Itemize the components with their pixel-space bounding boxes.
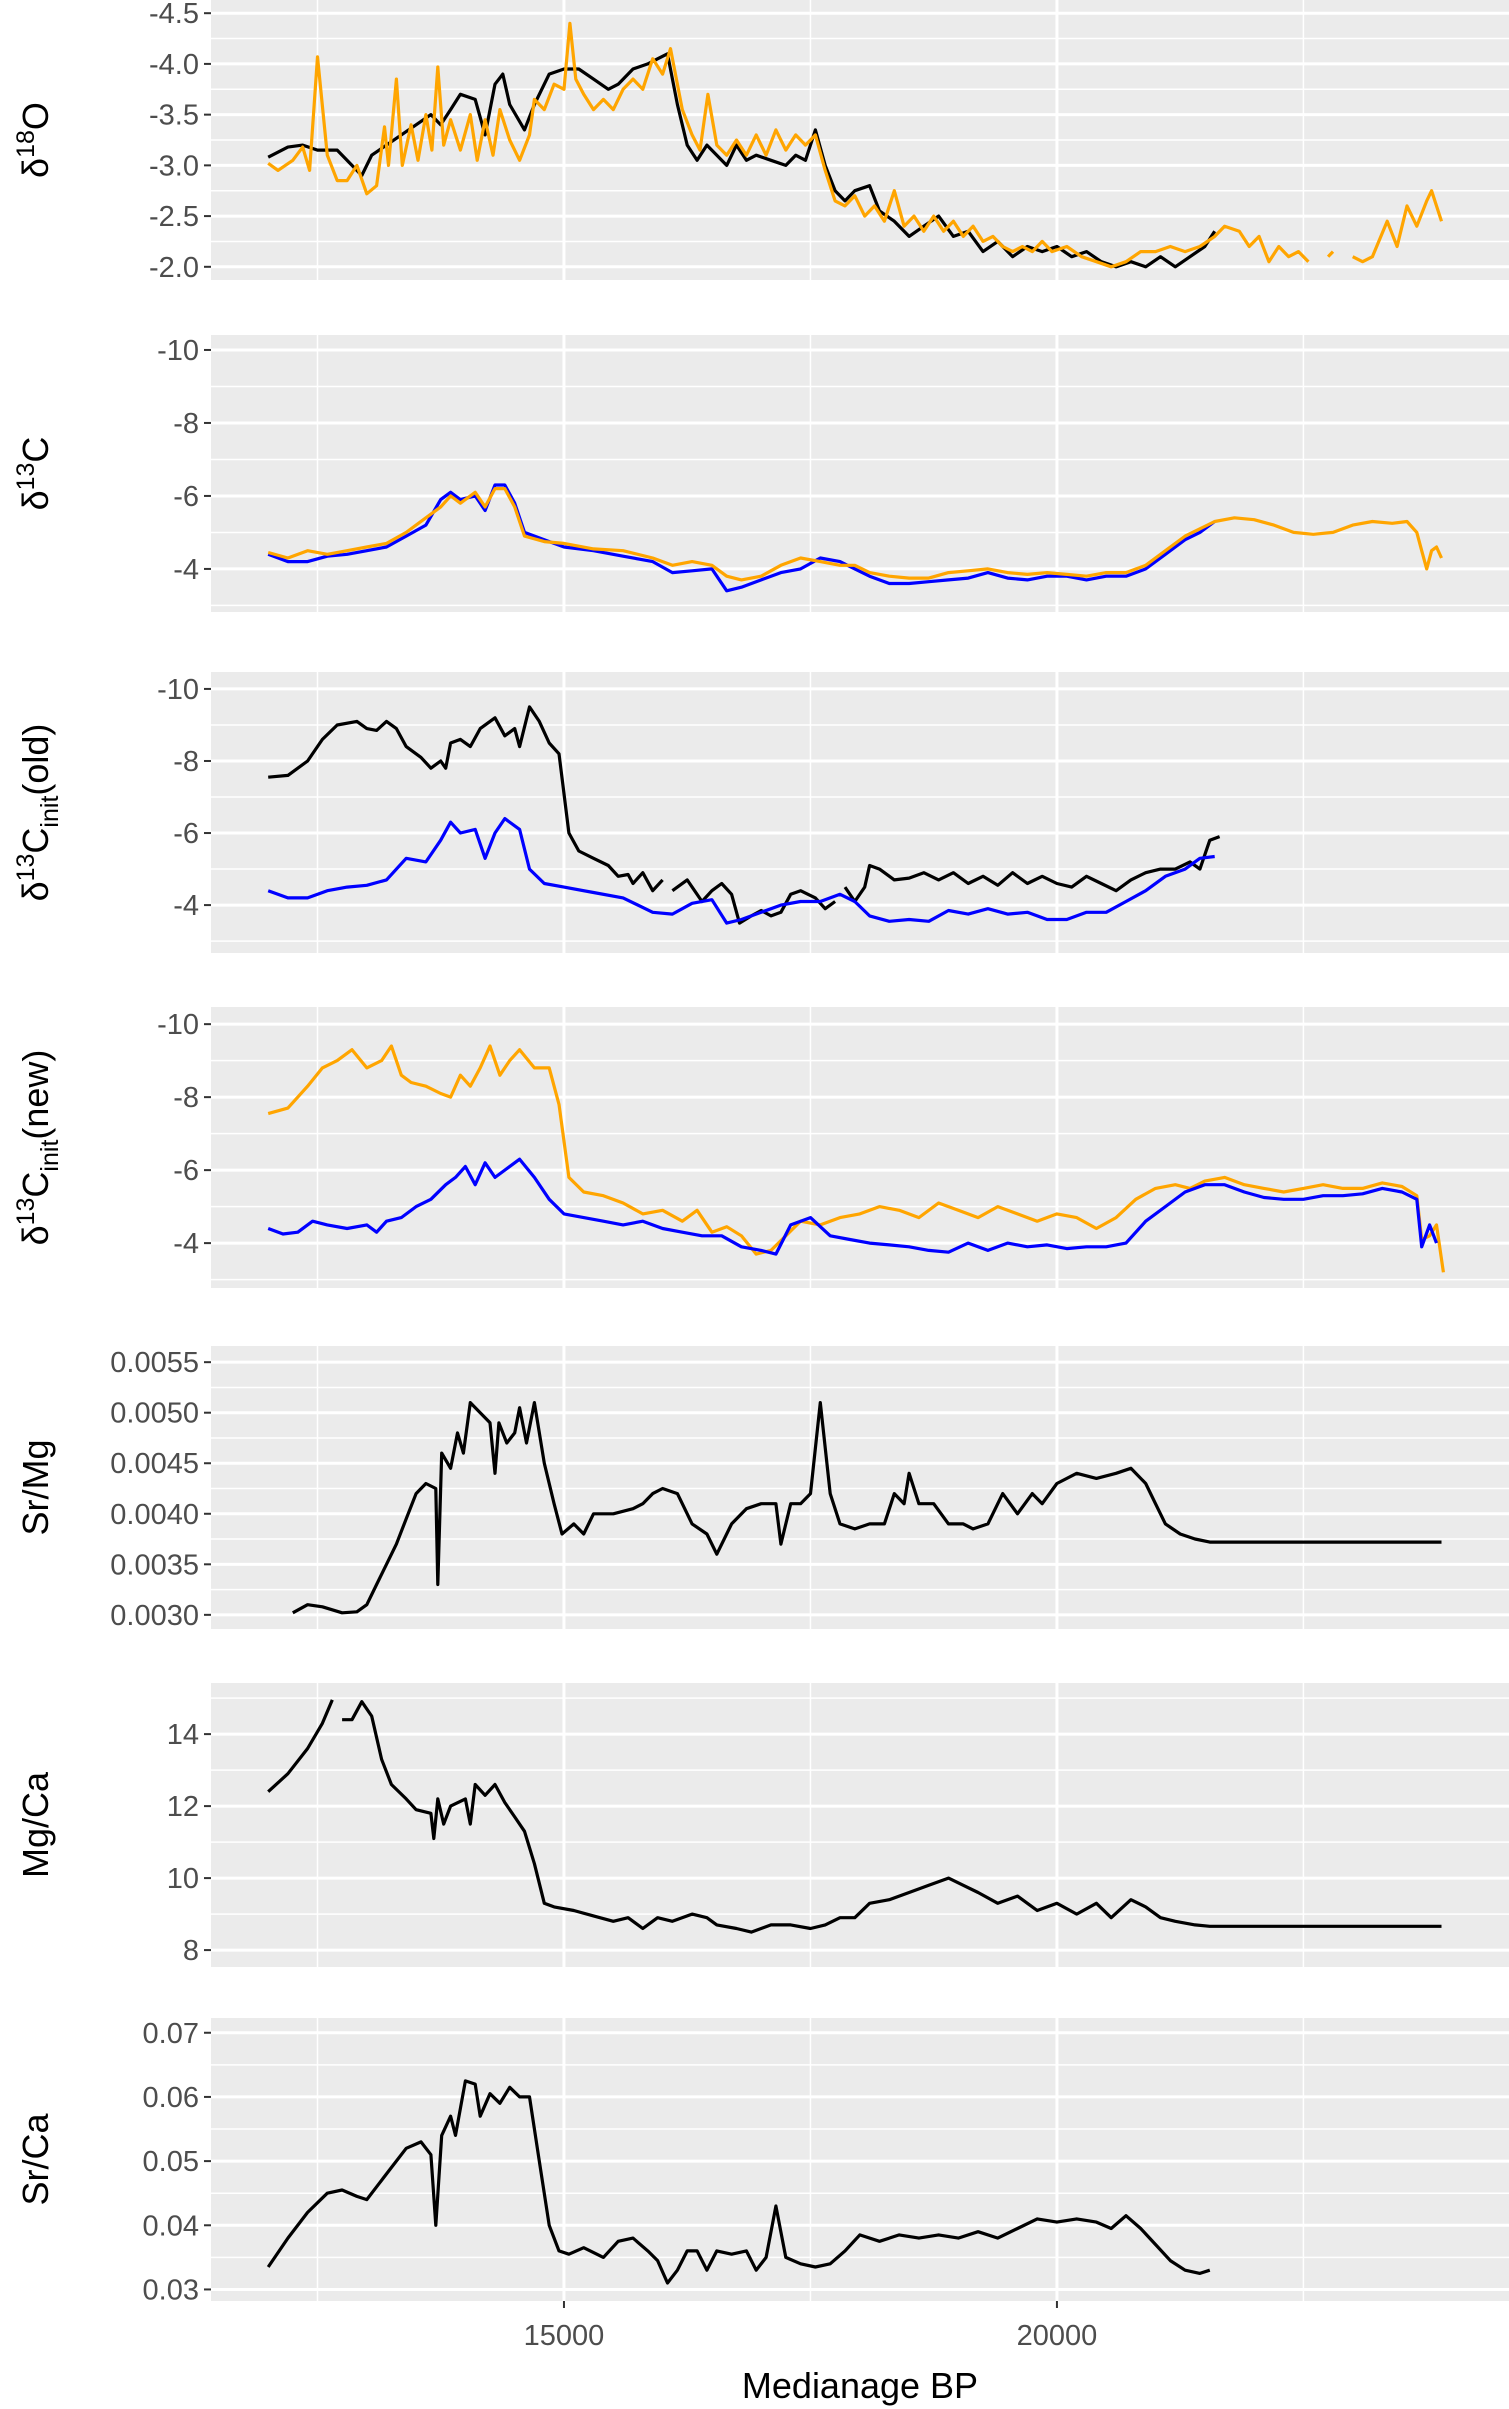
y-axis-title: Sr/Ca	[15, 2113, 56, 2206]
y-tick-label: -10	[157, 674, 199, 706]
y-tick-label: -3.0	[149, 150, 199, 182]
y-axis-title-part: δ	[15, 490, 56, 510]
y-axis-title-part: δ	[15, 1225, 56, 1245]
y-tick-label: -4	[173, 890, 199, 922]
y-axis-title-part: 13	[12, 1198, 40, 1226]
x-tick-label: 15000	[524, 2320, 605, 2352]
y-tick-label: 0.0055	[110, 1347, 199, 1379]
series-line-orange	[267, 487, 1443, 582]
y-axis-title-part: (old)	[15, 724, 56, 796]
y-tick-label: 0.0045	[110, 1448, 199, 1480]
panel-background	[211, 335, 1509, 612]
series-line-blue	[267, 483, 1216, 593]
y-axis-title-part: C	[15, 437, 56, 463]
x-axis-title: Medianage BP	[742, 2365, 978, 2406]
y-axis-title-part: 13	[12, 463, 40, 491]
y-tick-label: 8	[183, 1935, 199, 1967]
y-axis-title: Sr/Mg	[15, 1439, 56, 1535]
y-tick-label: -6	[173, 1155, 199, 1187]
panel-background	[211, 672, 1509, 953]
y-tick-label: -8	[173, 1082, 199, 1114]
y-tick-label: -8	[173, 408, 199, 440]
y-tick-label: -2.5	[149, 201, 199, 233]
y-axis-title: δ13Cinit(old)	[12, 724, 64, 902]
y-axis-title-part: (new)	[15, 1050, 56, 1140]
y-tick-label: 0.03	[143, 2274, 199, 2306]
y-tick-label: -6	[173, 818, 199, 850]
y-tick-label: -4.0	[149, 49, 199, 81]
x-axis: 15000 20000	[524, 2301, 1098, 2352]
y-tick-label: -4.5	[149, 0, 199, 30]
y-tick-label: -10	[157, 1009, 199, 1041]
y-axis-title-part: init	[36, 796, 64, 828]
panel-background	[211, 1007, 1509, 1288]
y-tick-label: -3.5	[149, 100, 199, 132]
y-axis-title-part: C	[15, 828, 56, 854]
y-axis-title-part: Sr/Mg	[15, 1439, 56, 1535]
panel-7: 0.03 0.04 0.05 0.06 0.07 Sr/Ca	[15, 2018, 1509, 2306]
series-line-blue	[267, 817, 1215, 925]
y-axis-title-part: 13	[12, 854, 40, 882]
series-line-blue	[267, 1157, 1438, 1256]
panel-1: -4.5 -4.0 -3.5 -3.0 -2.5 -2.0 δ18O	[12, 0, 1509, 284]
y-tick-label: 0.0035	[110, 1549, 199, 1581]
y-axis-title-part: Mg/Ca	[15, 1771, 56, 1878]
y-tick-label: 0.0040	[110, 1499, 199, 1531]
series-line-black	[267, 1699, 1442, 1934]
y-axis-title-part: 18	[12, 130, 40, 158]
y-axis-title: δ13C	[12, 437, 56, 511]
panel-background	[211, 1346, 1509, 1629]
panel-background	[211, 2018, 1509, 2301]
y-tick-label: 0.0050	[110, 1398, 199, 1430]
y-tick-label: -4	[173, 554, 199, 586]
panel-3: -10 -8 -6 -4 δ13Cinit(old)	[12, 672, 1509, 953]
y-axis-title-part: δ	[15, 158, 56, 178]
y-tick-label: 12	[167, 1791, 199, 1823]
y-axis-title-part: Sr/Ca	[15, 2113, 56, 2206]
y-tick-label: 0.05	[143, 2146, 199, 2178]
y-tick-label: 0.0030	[110, 1600, 199, 1632]
panel-background	[211, 1683, 1509, 1967]
y-tick-label: 10	[167, 1863, 199, 1895]
y-tick-label: 14	[167, 1719, 199, 1751]
y-tick-label: -4	[173, 1228, 199, 1260]
y-axis-title: δ13Cinit(new)	[12, 1050, 64, 1246]
series-line-orange	[267, 21, 1444, 269]
y-tick-label: 0.06	[143, 2082, 199, 2114]
panel-5: 0.0030 0.0035 0.0040 0.0045 0.0050 0.0055 Sr/M…	[15, 1346, 1509, 1632]
x-tick-label: 20000	[1017, 2320, 1098, 2352]
y-tick-label: -8	[173, 746, 199, 778]
panel-2: -10 -8 -6 -4 δ13C	[12, 335, 1509, 612]
y-axis-title: δ18O	[12, 102, 56, 178]
y-tick-label: 0.07	[143, 2018, 199, 2050]
series-line-black	[267, 52, 1217, 269]
series-line-black	[292, 1401, 1442, 1615]
y-axis-title-part: δ	[15, 881, 56, 901]
y-axis-title-part: init	[36, 1140, 64, 1172]
y-tick-label: -6	[173, 481, 199, 513]
y-tick-label: 0.04	[143, 2210, 199, 2242]
y-axis-title-part: C	[15, 1172, 56, 1198]
panel-4: -10 -8 -6 -4 δ13Cinit(new)	[12, 1007, 1509, 1288]
series-line-black	[266, 2079, 1211, 2285]
y-tick-label: -2.0	[149, 252, 199, 284]
y-tick-label: -10	[157, 335, 199, 367]
panel-6: 8 10 12 14 Mg/Ca	[15, 1683, 1509, 1967]
y-axis-title: Mg/Ca	[15, 1771, 56, 1878]
y-axis-title-part: O	[15, 102, 56, 130]
